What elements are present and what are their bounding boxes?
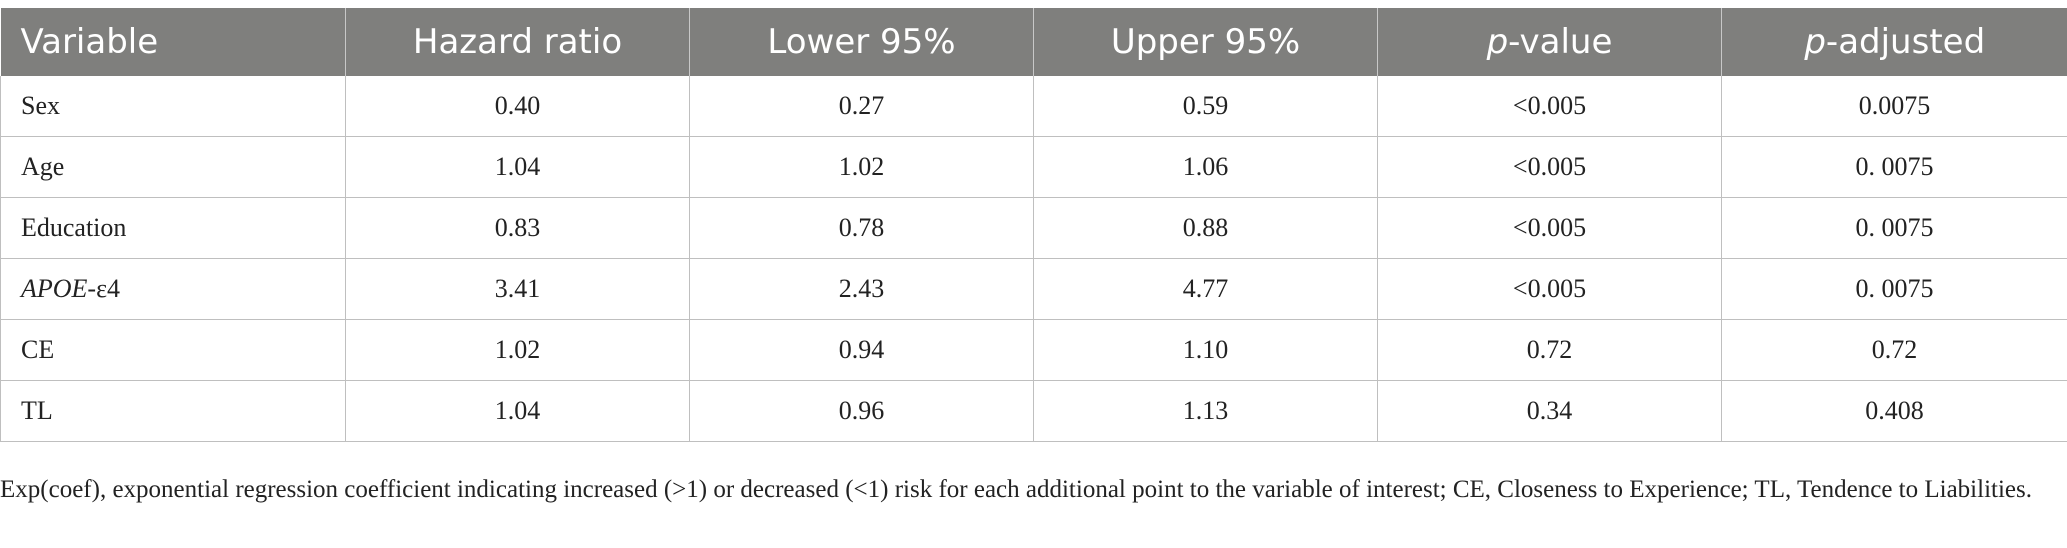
cell-p-adjusted: 0.408 — [1721, 380, 2067, 442]
cell-p-value: <0.005 — [1377, 136, 1722, 198]
header-hazard-ratio-label: Hazard ratio — [412, 22, 623, 62]
cell-p-adjusted: 0.72 — [1721, 319, 2067, 381]
cell-hazard-ratio: 0.83 — [345, 197, 690, 259]
header-variable: Variable — [0, 8, 346, 76]
cell-hazard-ratio: 1.04 — [345, 136, 690, 198]
cell-lower-95: 0.96 — [689, 380, 1034, 442]
cell-upper-95: 4.77 — [1033, 258, 1378, 320]
header-p-value: p-value — [1377, 8, 1722, 76]
cell-variable: TL — [0, 380, 346, 442]
hazard-ratio-table: Variable Hazard ratio Lower 95% Upper 95… — [0, 8, 2067, 442]
cell-p-adjusted: 0.0075 — [1721, 76, 2067, 137]
table-header: Variable Hazard ratio Lower 95% Upper 95… — [0, 8, 2067, 76]
cell-lower-95: 0.94 — [689, 319, 1034, 381]
variable-name: Sex — [21, 91, 60, 120]
cell-p-adjusted: 0. 0075 — [1721, 197, 2067, 259]
cell-upper-95: 1.13 — [1033, 380, 1378, 442]
header-hazard-ratio: Hazard ratio — [345, 8, 690, 76]
table-row: TL 1.04 0.96 1.13 0.34 0.408 — [0, 380, 2067, 442]
header-p-adjusted: p-adjusted — [1721, 8, 2067, 76]
cell-p-value: 0.34 — [1377, 380, 1722, 442]
header-row: Variable Hazard ratio Lower 95% Upper 95… — [0, 8, 2067, 76]
table-row: APOE-ε4 3.41 2.43 4.77 <0.005 0. 0075 — [0, 258, 2067, 320]
header-upper-95-label: Upper 95% — [1110, 22, 1301, 62]
cell-p-value: <0.005 — [1377, 197, 1722, 259]
variable-suffix: -ε4 — [87, 274, 120, 303]
cell-p-adjusted: 0. 0075 — [1721, 258, 2067, 320]
header-p-value-prefix: p — [1486, 22, 1509, 62]
variable-name: CE — [21, 335, 55, 364]
cell-hazard-ratio: 3.41 — [345, 258, 690, 320]
header-upper-95: Upper 95% — [1033, 8, 1378, 76]
cell-upper-95: 1.06 — [1033, 136, 1378, 198]
table-row: Sex 0.40 0.27 0.59 <0.005 0.0075 — [0, 76, 2067, 137]
header-lower-95: Lower 95% — [689, 8, 1034, 76]
cell-p-value: <0.005 — [1377, 258, 1722, 320]
cell-hazard-ratio: 1.02 — [345, 319, 690, 381]
table-row: Education 0.83 0.78 0.88 <0.005 0. 0075 — [0, 197, 2067, 259]
cell-p-adjusted: 0. 0075 — [1721, 136, 2067, 198]
header-lower-95-label: Lower 95% — [767, 22, 956, 62]
cell-variable: APOE-ε4 — [0, 258, 346, 320]
cell-lower-95: 2.43 — [689, 258, 1034, 320]
variable-name: Education — [21, 213, 127, 242]
header-p-adjusted-label: -adjusted — [1825, 22, 1986, 62]
cell-lower-95: 0.78 — [689, 197, 1034, 259]
table-row: CE 1.02 0.94 1.10 0.72 0.72 — [0, 319, 2067, 381]
cell-hazard-ratio: 1.04 — [345, 380, 690, 442]
cell-lower-95: 0.27 — [689, 76, 1034, 137]
table-row: Age 1.04 1.02 1.06 <0.005 0. 0075 — [0, 136, 2067, 198]
cell-lower-95: 1.02 — [689, 136, 1034, 198]
header-variable-label: Variable — [20, 22, 159, 62]
cell-hazard-ratio: 0.40 — [345, 76, 690, 137]
table-body: Sex 0.40 0.27 0.59 <0.005 0.0075 Age 1.0… — [0, 76, 2067, 442]
cell-upper-95: 0.88 — [1033, 197, 1378, 259]
table-footnote: Exp(coef), exponential regression coeffi… — [0, 476, 2032, 503]
header-p-adjusted-prefix: p — [1804, 22, 1826, 62]
cell-upper-95: 1.10 — [1033, 319, 1378, 381]
results-table: Variable Hazard ratio Lower 95% Upper 95… — [0, 8, 2067, 442]
cell-variable: Sex — [0, 76, 346, 137]
cell-p-value: <0.005 — [1377, 76, 1722, 137]
header-p-value-label: -value — [1508, 22, 1613, 62]
variable-name: TL — [21, 396, 53, 425]
cell-variable: Age — [0, 136, 346, 198]
variable-name: APOE — [21, 274, 88, 303]
cell-p-value: 0.72 — [1377, 319, 1722, 381]
cell-upper-95: 0.59 — [1033, 76, 1378, 137]
cell-variable: Education — [0, 197, 346, 259]
cell-variable: CE — [0, 319, 346, 381]
variable-name: Age — [21, 152, 65, 181]
